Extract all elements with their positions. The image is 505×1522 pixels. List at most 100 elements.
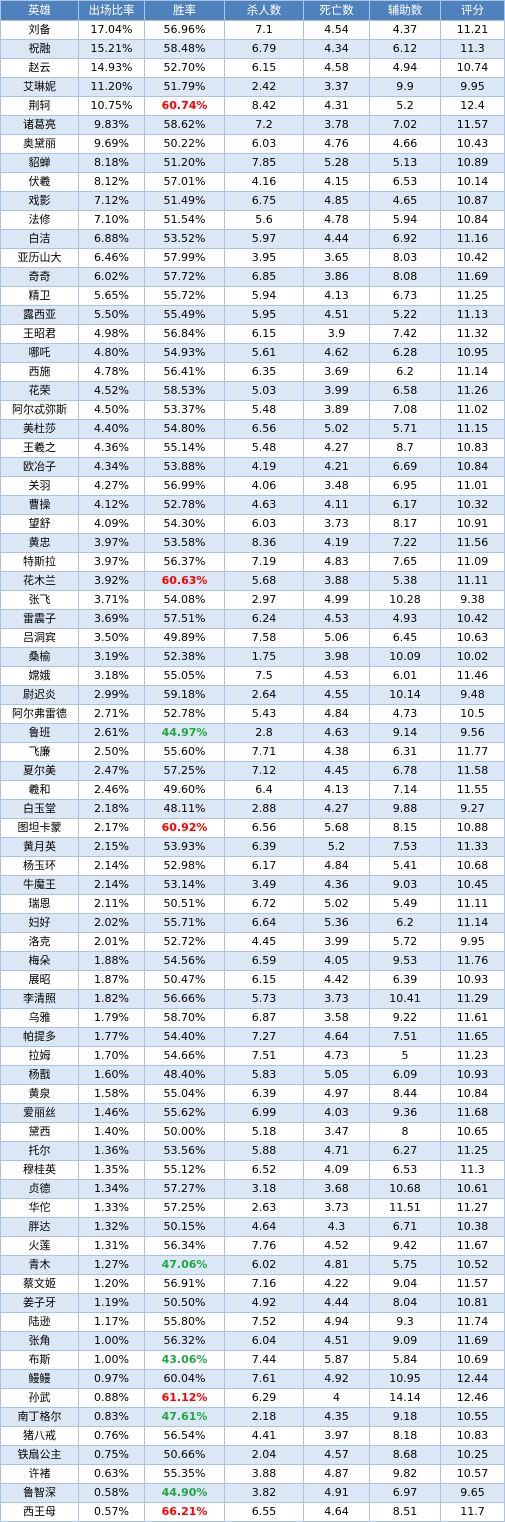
table-row: 胖达 1.32% 50.15% 4.64 4.3 6.71 10.38: [0, 1217, 505, 1237]
deaths-cell: 5.2: [303, 837, 370, 857]
table-row: 夏尔美 2.47% 57.25% 7.12 4.45 6.78 11.58: [0, 761, 505, 781]
table-row: 美杜莎 4.40% 54.80% 6.56 5.02 5.71 11.15: [0, 419, 505, 439]
hero-cell: 胖达: [0, 1217, 79, 1237]
score-cell: 11.3: [440, 39, 505, 59]
pick-rate-cell: 10.75%: [78, 96, 145, 116]
hero-cell: 特斯拉: [0, 552, 79, 572]
score-cell: 10.14: [440, 172, 505, 192]
deaths-cell: 3.58: [303, 1008, 370, 1028]
win-rate-cell: 52.78%: [144, 495, 225, 515]
kills-cell: 6.64: [224, 913, 304, 933]
table-row: 诸葛亮 9.83% 58.62% 7.2 3.78 7.02 11.57: [0, 115, 505, 135]
pick-rate-cell: 4.27%: [78, 476, 145, 496]
assists-cell: 6.09: [369, 1065, 441, 1085]
score-cell: 10.61: [440, 1179, 505, 1199]
kills-cell: 6.4: [224, 780, 304, 800]
kills-cell: 7.1: [224, 20, 304, 40]
deaths-cell: 4.84: [303, 856, 370, 876]
pick-rate-cell: 4.12%: [78, 495, 145, 515]
assists-cell: 6.2: [369, 362, 441, 382]
kills-cell: 6.87: [224, 1008, 304, 1028]
table-row: 吕洞宾 3.50% 49.89% 7.58 5.06 6.45 10.63: [0, 628, 505, 648]
assists-cell: 6.45: [369, 628, 441, 648]
win-rate-cell: 53.52%: [144, 229, 225, 249]
pick-rate-cell: 3.92%: [78, 571, 145, 591]
score-cell: 10.65: [440, 1122, 505, 1142]
assists-cell: 9.14: [369, 723, 441, 743]
table-row: 黄忠 3.97% 53.58% 8.36 4.19 7.22 11.56: [0, 533, 505, 553]
deaths-cell: 5.28: [303, 153, 370, 173]
hero-cell: 华佗: [0, 1198, 79, 1218]
score-cell: 10.83: [440, 438, 505, 458]
table-row: 刘备 17.04% 56.96% 7.1 4.54 4.37 11.21: [0, 20, 505, 40]
win-rate-cell: 54.56%: [144, 951, 225, 971]
table-row: 张飞 3.71% 54.08% 2.97 4.99 10.28 9.38: [0, 590, 505, 610]
assists-cell: 7.51: [369, 1027, 441, 1047]
score-cell: 11.32: [440, 324, 505, 344]
deaths-cell: 4.55: [303, 685, 370, 705]
deaths-cell: 4.09: [303, 1160, 370, 1180]
kills-cell: 3.88: [224, 1464, 304, 1484]
kills-cell: 2.63: [224, 1198, 304, 1218]
kills-cell: 6.24: [224, 609, 304, 629]
score-cell: 10.68: [440, 856, 505, 876]
header-pick-rate: 出场比率: [78, 0, 145, 21]
pick-rate-cell: 1.58%: [78, 1084, 145, 1104]
pick-rate-cell: 2.01%: [78, 932, 145, 952]
assists-cell: 9.82: [369, 1464, 441, 1484]
deaths-cell: 4.97: [303, 1084, 370, 1104]
win-rate-cell: 51.20%: [144, 153, 225, 173]
score-cell: 9.65: [440, 1483, 505, 1503]
hero-cell: 穆桂英: [0, 1160, 79, 1180]
assists-cell: 10.14: [369, 685, 441, 705]
table-row: 白玉堂 2.18% 48.11% 2.88 4.27 9.88 9.27: [0, 799, 505, 819]
score-cell: 11.57: [440, 115, 505, 135]
deaths-cell: 4.51: [303, 1331, 370, 1351]
hero-cell: 张飞: [0, 590, 79, 610]
score-cell: 11.69: [440, 267, 505, 287]
assists-cell: 9.3: [369, 1312, 441, 1332]
win-rate-cell: 55.80%: [144, 1312, 225, 1332]
score-cell: 9.48: [440, 685, 505, 705]
deaths-cell: 4.71: [303, 1141, 370, 1161]
deaths-cell: 3.65: [303, 248, 370, 268]
kills-cell: 5.94: [224, 286, 304, 306]
deaths-cell: 3.86: [303, 267, 370, 287]
pick-rate-cell: 2.61%: [78, 723, 145, 743]
deaths-cell: 4.91: [303, 1483, 370, 1503]
pick-rate-cell: 2.50%: [78, 742, 145, 762]
win-rate-cell: 50.47%: [144, 970, 225, 990]
assists-cell: 9.9: [369, 77, 441, 97]
hero-cell: 阿尔弗雷德: [0, 704, 79, 724]
table-row: 欧冶子 4.34% 53.88% 4.19 4.21 6.69 10.84: [0, 457, 505, 477]
score-cell: 10.89: [440, 153, 505, 173]
deaths-cell: 4.53: [303, 609, 370, 629]
table-row: 蔡文姬 1.20% 56.91% 7.16 4.22 9.04 11.57: [0, 1274, 505, 1294]
pick-rate-cell: 1.27%: [78, 1255, 145, 1275]
pick-rate-cell: 2.17%: [78, 818, 145, 838]
score-cell: 11.68: [440, 1103, 505, 1123]
score-cell: 12.46: [440, 1388, 505, 1408]
score-cell: 9.95: [440, 932, 505, 952]
table-row: 奥黛丽 9.69% 50.22% 6.03 4.76 4.66 10.43: [0, 134, 505, 154]
score-cell: 11.15: [440, 419, 505, 439]
score-cell: 11.29: [440, 989, 505, 1009]
table-row: 法修 7.10% 51.54% 5.6 4.78 5.94 10.84: [0, 210, 505, 230]
win-rate-cell: 55.35%: [144, 1464, 225, 1484]
assists-cell: 9.18: [369, 1407, 441, 1427]
win-rate-cell: 54.40%: [144, 1027, 225, 1047]
kills-cell: 4.06: [224, 476, 304, 496]
score-cell: 11.02: [440, 400, 505, 420]
hero-cell: 火莲: [0, 1236, 79, 1256]
table-row: 白洁 6.88% 53.52% 5.97 4.44 6.92 11.16: [0, 229, 505, 249]
kills-cell: 6.39: [224, 837, 304, 857]
deaths-cell: 3.68: [303, 1179, 370, 1199]
assists-cell: 5.84: [369, 1350, 441, 1370]
header-kills: 杀人数: [224, 0, 304, 21]
pick-rate-cell: 1.19%: [78, 1293, 145, 1313]
pick-rate-cell: 4.09%: [78, 514, 145, 534]
pick-rate-cell: 6.46%: [78, 248, 145, 268]
deaths-cell: 4.81: [303, 1255, 370, 1275]
assists-cell: 6.27: [369, 1141, 441, 1161]
win-rate-cell: 66.21%: [144, 1502, 225, 1522]
